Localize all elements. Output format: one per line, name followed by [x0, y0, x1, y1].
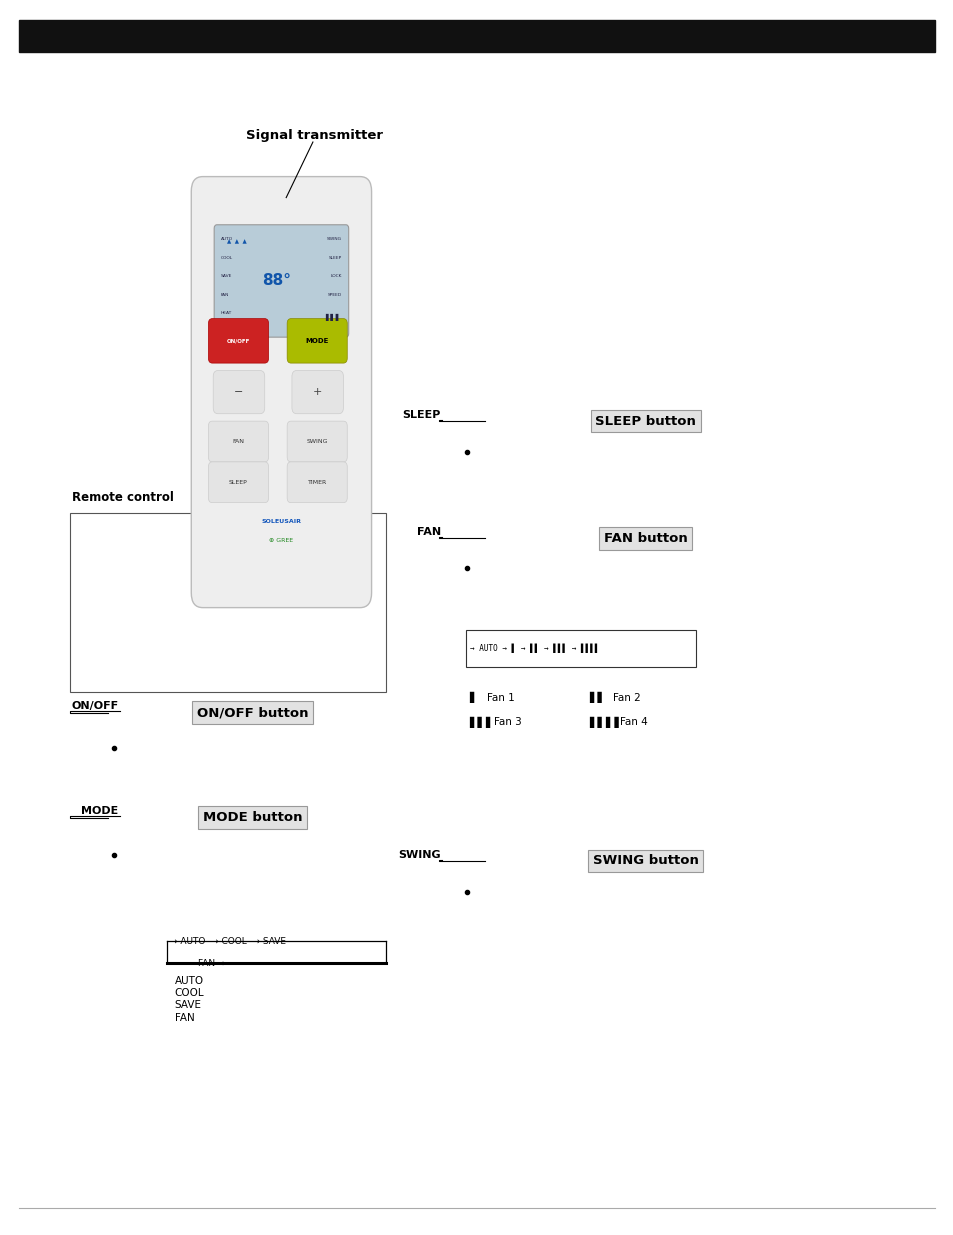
Text: SOLEUSAIR: SOLEUSAIR	[261, 519, 301, 524]
Text: AUTO: AUTO	[220, 237, 233, 241]
Text: ⊕ GREE: ⊕ GREE	[269, 538, 294, 543]
Text: SLEEP: SLEEP	[329, 256, 341, 259]
Text: MODE: MODE	[305, 338, 329, 343]
Text: SAVE: SAVE	[220, 274, 232, 278]
Text: → AUTO → ▌ → ▌▌ → ▌▌▌ → ▌▌▌▌: → AUTO → ▌ → ▌▌ → ▌▌▌ → ▌▌▌▌	[470, 643, 599, 653]
FancyBboxPatch shape	[287, 319, 347, 363]
FancyBboxPatch shape	[213, 225, 349, 337]
Text: Fan 4: Fan 4	[619, 718, 647, 727]
Text: −: −	[234, 387, 243, 398]
Text: FAN: FAN	[220, 293, 229, 296]
Text: Remote control: Remote control	[71, 490, 173, 504]
Text: ON/OFF: ON/OFF	[227, 338, 250, 343]
Text: FAN button: FAN button	[603, 532, 687, 545]
FancyBboxPatch shape	[292, 370, 343, 414]
Text: Fan 3: Fan 3	[494, 718, 521, 727]
Text: ▌▌▌▌: ▌▌▌▌	[589, 716, 623, 729]
Text: MODE: MODE	[81, 806, 118, 816]
Bar	[465, 630, 696, 667]
Text: SWING: SWING	[397, 850, 440, 860]
Text: SWING button: SWING button	[593, 855, 698, 867]
FancyBboxPatch shape	[287, 462, 347, 503]
Text: ▲  ▲  ▲: ▲ ▲ ▲	[226, 240, 246, 245]
Bar	[70, 513, 386, 692]
Text: ▌▌▌: ▌▌▌	[469, 716, 495, 729]
Text: SLEEP button: SLEEP button	[595, 415, 696, 427]
Text: TIMER: TIMER	[307, 479, 327, 485]
Text: Fan 1: Fan 1	[486, 693, 514, 703]
Text: SLEEP: SLEEP	[402, 410, 440, 420]
Text: → AUTO  → COOL  → SAVE: → AUTO → COOL → SAVE	[170, 936, 286, 946]
FancyBboxPatch shape	[208, 462, 268, 503]
Text: FAN  ←: FAN ←	[198, 958, 229, 968]
Text: COOL: COOL	[220, 256, 233, 259]
Text: 88°: 88°	[262, 273, 291, 289]
Text: ▌: ▌	[469, 692, 477, 704]
Bar	[19, 20, 934, 52]
Text: Signal transmitter: Signal transmitter	[246, 128, 383, 142]
Text: SWING: SWING	[327, 237, 341, 241]
Text: ON/OFF: ON/OFF	[71, 701, 118, 711]
Text: SWING: SWING	[306, 438, 328, 445]
Text: ON/OFF button: ON/OFF button	[197, 706, 308, 719]
Text: FAN: FAN	[174, 1013, 194, 1023]
Text: MODE button: MODE button	[203, 811, 302, 824]
Text: FAN: FAN	[416, 527, 440, 537]
Text: HEAT: HEAT	[220, 311, 232, 315]
Text: SAVE: SAVE	[174, 1000, 201, 1010]
FancyBboxPatch shape	[213, 370, 264, 414]
FancyBboxPatch shape	[191, 177, 371, 608]
Text: SLEEP: SLEEP	[229, 479, 248, 485]
Text: COOL: COOL	[174, 988, 204, 998]
Text: LOCK: LOCK	[331, 274, 341, 278]
FancyBboxPatch shape	[287, 421, 347, 462]
FancyBboxPatch shape	[208, 421, 268, 462]
Text: AUTO: AUTO	[174, 976, 204, 986]
Text: FAN: FAN	[233, 438, 244, 445]
Text: ▌▌: ▌▌	[589, 692, 606, 704]
FancyBboxPatch shape	[208, 319, 268, 363]
Text: Fan 2: Fan 2	[613, 693, 640, 703]
Text: +: +	[313, 387, 322, 398]
Text: ▌▌▌: ▌▌▌	[325, 314, 341, 321]
Text: SPEED: SPEED	[328, 293, 341, 296]
